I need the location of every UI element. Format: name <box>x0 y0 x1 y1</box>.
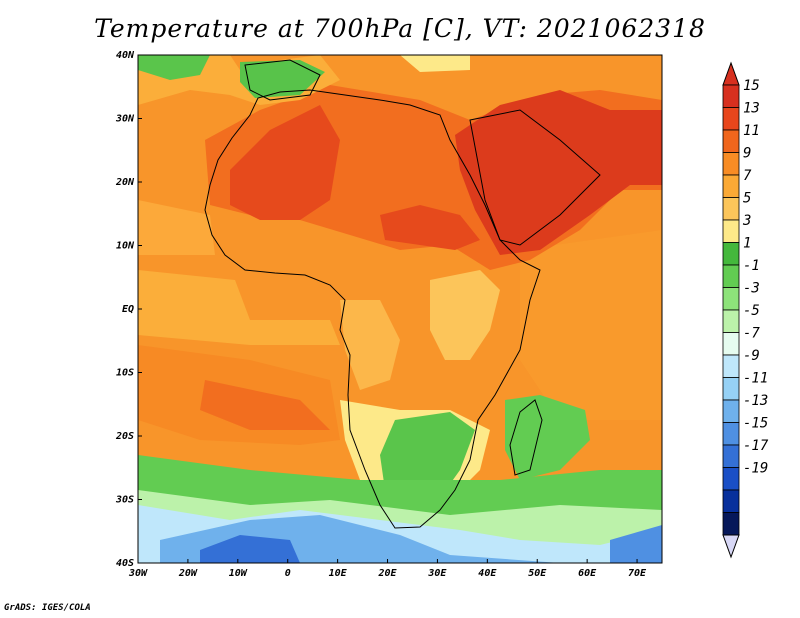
colorbar-label: 5 <box>743 191 751 207</box>
colorbar-swatch <box>722 84 740 108</box>
colorbar-label: -7 <box>743 326 760 342</box>
colorbar-swatch <box>722 242 740 266</box>
field-madagascar-green <box>505 395 590 480</box>
temperature-field <box>138 55 662 563</box>
coastlines <box>204 59 601 529</box>
colorbar-label: -1 <box>743 258 760 274</box>
colorbar-bottom-arrow <box>722 534 740 559</box>
lon-tick-label: 10W <box>229 568 248 579</box>
colorbar-label: 9 <box>743 146 751 162</box>
colorbar-swatch <box>722 309 740 333</box>
colorbar-swatch <box>722 287 740 311</box>
colorbar-swatch <box>722 377 740 401</box>
colorbar-legend: 15 13 11 9 7 5 3 1 -1 -3 -5 -7 -9 -11 -13 -15 -17 -19 <box>722 61 769 559</box>
colorbar-swatch <box>722 444 740 468</box>
field-europe-yellow <box>400 55 470 72</box>
field-congo <box>340 300 400 390</box>
lat-tick-label: 40N <box>116 50 135 61</box>
field-atlantic-green <box>138 55 210 80</box>
colorbar-label: 13 <box>743 101 760 117</box>
field-arabia-hot <box>455 90 662 255</box>
field-sahel-hot <box>380 205 480 250</box>
field-atlantic-west <box>138 200 215 255</box>
field-band-darkblue <box>200 535 300 563</box>
colorbar-swatch <box>722 264 740 288</box>
lon-tick-label: 30W <box>128 568 148 579</box>
colorbar-label: 1 <box>743 236 751 252</box>
lon-tick-label: 0 <box>285 568 291 579</box>
colorbar-swatch <box>722 354 740 378</box>
lon-tick-label: 70E <box>628 568 647 579</box>
colorbar-label: 7 <box>743 168 752 184</box>
colorbar-label: 11 <box>743 123 760 139</box>
lon-tick-label: 30E <box>427 568 447 579</box>
colorbar-label: -15 <box>743 416 768 432</box>
lat-tick-label: 10N <box>116 241 135 252</box>
colorbar-label: 15 <box>743 78 760 94</box>
field-iberia-green <box>240 60 325 98</box>
colorbar-label: -5 <box>743 303 760 319</box>
credit-label: GrADS: IGES/COLA <box>4 603 91 613</box>
colorbar-swatch <box>722 219 740 243</box>
lat-tick-label: 20N <box>115 177 135 188</box>
longitude-axis: 30W 20W 10W 0 10E 20E 30E 40E 50E 60E 70E <box>128 559 647 579</box>
lat-tick-label: 30N <box>115 114 135 125</box>
lat-tick-label: 40S <box>116 558 134 569</box>
chart-title: Temperature at 700hPa [C], VT: 202106231… <box>94 14 706 43</box>
colorbar-swatch <box>722 512 740 536</box>
lon-tick-label: 10E <box>329 568 348 579</box>
colorbar-label: 3 <box>742 213 751 229</box>
colorbar-swatch <box>722 489 740 513</box>
field-band-blue-east <box>610 525 662 563</box>
lon-tick-label: 60E <box>578 568 597 579</box>
colorbar-label: -11 <box>743 371 768 387</box>
field-sahara-hot <box>230 105 340 220</box>
colorbar-swatch <box>722 197 740 221</box>
colorbar-label: -3 <box>743 281 760 297</box>
lon-tick-label: 20E <box>377 568 397 579</box>
lat-tick-label: EQ <box>122 304 134 315</box>
colorbar-swatch <box>722 422 740 446</box>
colorbar-top-arrow <box>722 61 740 86</box>
field-eastafrica <box>430 270 500 360</box>
lon-tick-label: 20W <box>178 568 198 579</box>
lon-tick-label: 50E <box>528 568 547 579</box>
field-satlantic-warm <box>200 380 330 430</box>
iberia-coastline <box>244 59 321 101</box>
lat-tick-label: 20S <box>115 431 134 442</box>
arabia-coastline <box>469 109 601 246</box>
colorbar-swatch <box>722 174 740 198</box>
colorbar-swatch <box>722 152 740 176</box>
madagascar-coastline <box>509 399 543 476</box>
latitude-axis: 40N 30N 20N 10N EQ 10S 20S 30S 40S <box>115 50 142 569</box>
colorbar-swatch <box>722 107 740 131</box>
lat-tick-label: 10S <box>116 368 134 379</box>
lon-tick-label: 40E <box>478 568 497 579</box>
colorbar-label: -17 <box>743 438 769 454</box>
colorbar-label: -9 <box>743 348 760 364</box>
africa-coastline <box>204 89 541 529</box>
colorbar-swatch <box>722 467 740 491</box>
colorbar-swatch <box>722 399 740 423</box>
colorbar-swatch <box>722 332 740 356</box>
lat-tick-label: 30S <box>115 495 134 506</box>
colorbar-label: -13 <box>743 393 768 409</box>
colorbar-label: -19 <box>743 461 768 477</box>
field-indian <box>520 230 662 420</box>
colorbar-swatch <box>722 129 740 153</box>
field-atlantic-light <box>138 270 340 345</box>
